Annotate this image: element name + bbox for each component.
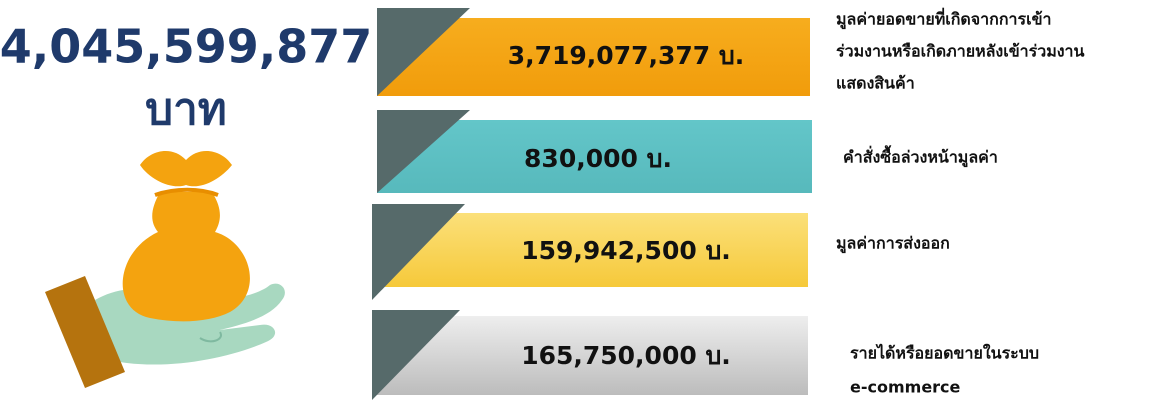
item-description: คำสั่งซื้อล่วงหน้ามูลค่า [843,145,998,169]
total-unit: บาท [145,84,227,135]
body: 4,045,599,877 บาท 3,719,077,377 บ. 830,0… [0,0,1174,403]
item-description: แสดงสินค้า [836,74,915,93]
bag-top [140,151,232,186]
item-description: e-commerce [850,378,961,397]
money-icon [45,151,285,388]
total-amount: 4,045,599,877 [0,20,372,74]
bag [123,192,250,321]
item-description: รายได้หรือยอดขายในระบบ [850,344,1039,363]
item-description: ร่วมงานหรือเกิดภายหลังเข้าร่วมงาน [836,42,1085,61]
item-amount: 830,000 บ. [524,144,672,173]
item-amount: 159,942,500 บ. [521,236,731,265]
page: Sales infographic {"total": {"amount": "… [0,0,1174,403]
item-amount: 3,719,077,377 บ. [508,41,745,70]
infographic: 4,045,599,877 บาท 3,719,077,377 บ. 830,0… [0,0,1174,403]
item-description: มูลค่าการส่งออก [836,234,950,255]
item-description: มูลค่ายอดขายที่เกิดจากการเข้า [836,8,1052,31]
item-amount: 165,750,000 บ. [521,341,731,370]
